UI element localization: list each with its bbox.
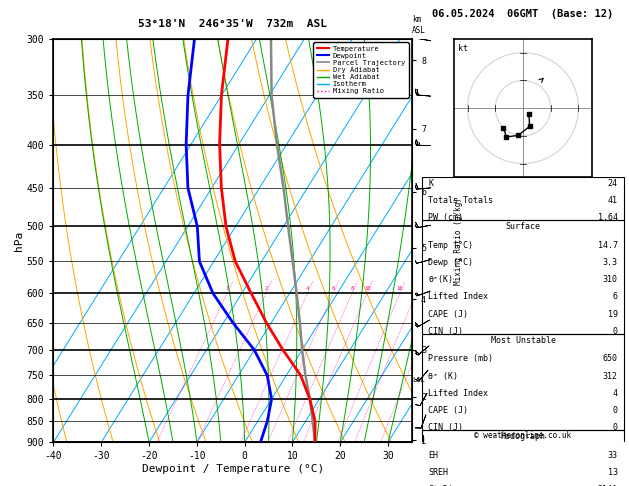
- Text: 4: 4: [613, 389, 618, 398]
- Text: StmDir: StmDir: [428, 485, 459, 486]
- Text: 0: 0: [613, 327, 618, 336]
- Text: Temp (°C): Temp (°C): [428, 241, 474, 250]
- Text: Mixing Ratio (g/kg): Mixing Ratio (g/kg): [454, 197, 463, 284]
- Text: Dewp (°C): Dewp (°C): [428, 258, 474, 267]
- Text: km
ASL: km ASL: [412, 16, 426, 35]
- Text: 214°: 214°: [598, 485, 618, 486]
- Text: 1: 1: [225, 286, 229, 292]
- Text: Hodograph: Hodograph: [501, 432, 545, 441]
- Text: 14.7: 14.7: [598, 241, 618, 250]
- Text: Pressure (mb): Pressure (mb): [428, 354, 493, 364]
- Text: θᵉ (K): θᵉ (K): [428, 371, 459, 381]
- Text: CAPE (J): CAPE (J): [428, 406, 469, 415]
- Text: K: K: [428, 179, 433, 188]
- Text: 0: 0: [613, 406, 618, 415]
- Text: 2: 2: [264, 286, 267, 292]
- Text: 24: 24: [608, 179, 618, 188]
- Text: EH: EH: [428, 451, 438, 460]
- Text: CIN (J): CIN (J): [428, 327, 464, 336]
- Text: kt: kt: [458, 44, 468, 53]
- Text: 19: 19: [608, 310, 618, 318]
- Text: 41: 41: [608, 196, 618, 205]
- Text: 0: 0: [613, 423, 618, 432]
- Text: 06.05.2024  06GMT  (Base: 12): 06.05.2024 06GMT (Base: 12): [432, 9, 614, 19]
- Text: 10: 10: [364, 286, 370, 292]
- Text: SREH: SREH: [428, 468, 448, 477]
- Text: Lifted Index: Lifted Index: [428, 293, 488, 301]
- Text: 6: 6: [613, 293, 618, 301]
- Text: 1.64: 1.64: [598, 213, 618, 222]
- Y-axis label: hPa: hPa: [14, 230, 24, 251]
- Text: PW (cm): PW (cm): [428, 213, 464, 222]
- Text: 650: 650: [603, 354, 618, 364]
- Text: Most Unstable: Most Unstable: [491, 336, 555, 345]
- Text: 16: 16: [397, 286, 403, 292]
- Text: 4: 4: [306, 286, 309, 292]
- Text: 6: 6: [331, 286, 335, 292]
- Text: θᵉ(K): θᵉ(K): [428, 275, 454, 284]
- Text: CIN (J): CIN (J): [428, 423, 464, 432]
- Text: © weatheronline.co.uk: © weatheronline.co.uk: [474, 431, 572, 440]
- Text: Totals Totals: Totals Totals: [428, 196, 493, 205]
- Text: LCL: LCL: [413, 377, 425, 383]
- Text: 310: 310: [603, 275, 618, 284]
- Text: 13: 13: [608, 468, 618, 477]
- Text: 33: 33: [608, 451, 618, 460]
- Legend: Temperature, Dewpoint, Parcel Trajectory, Dry Adiabat, Wet Adiabat, Isotherm, Mi: Temperature, Dewpoint, Parcel Trajectory…: [313, 42, 408, 98]
- Text: 8: 8: [350, 286, 353, 292]
- Text: 3.3: 3.3: [603, 258, 618, 267]
- Text: Surface: Surface: [506, 222, 540, 231]
- Text: CAPE (J): CAPE (J): [428, 310, 469, 318]
- X-axis label: Dewpoint / Temperature (°C): Dewpoint / Temperature (°C): [142, 464, 324, 474]
- Text: Lifted Index: Lifted Index: [428, 389, 488, 398]
- Text: 312: 312: [603, 371, 618, 381]
- Text: 53°18'N  246°35'W  732m  ASL: 53°18'N 246°35'W 732m ASL: [138, 19, 327, 29]
